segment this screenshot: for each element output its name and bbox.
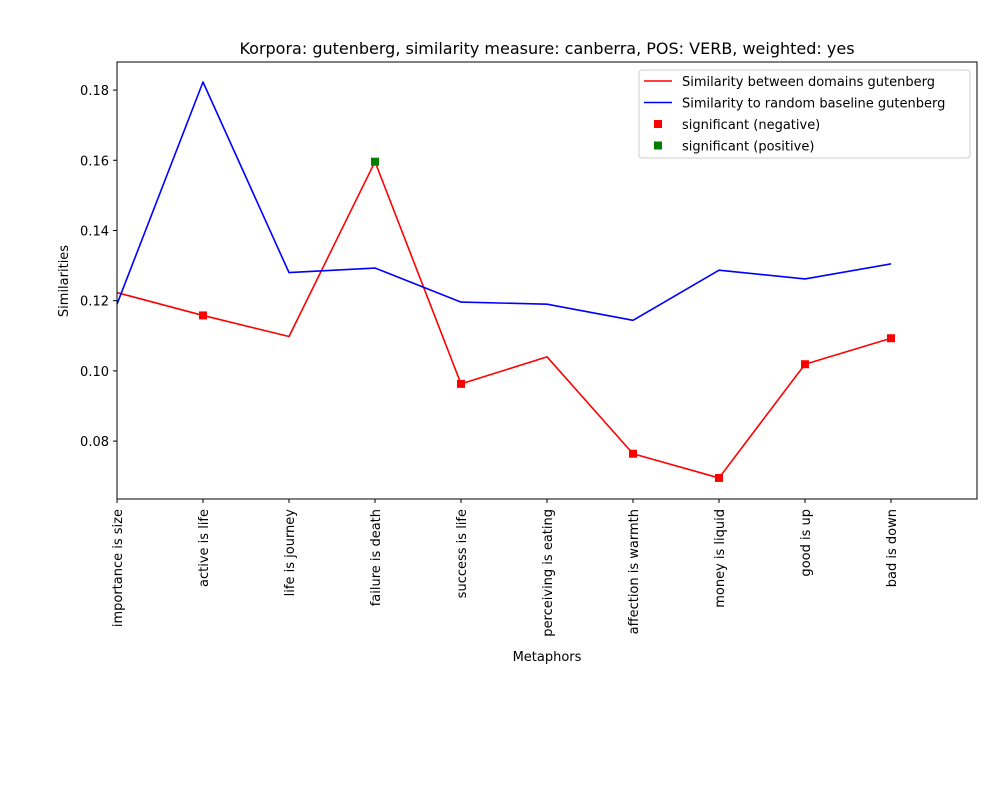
marker-negative-7	[715, 473, 723, 482]
series-line-0	[116, 160, 892, 479]
marker-negative-8	[801, 360, 809, 369]
y-tick-label-3: 0.14	[80, 224, 109, 239]
y-tick-label-5: 0.18	[80, 84, 109, 99]
y-tick-label-4: 0.16	[80, 154, 109, 169]
marker-negative-6	[629, 449, 637, 458]
y-tick-label-2: 0.12	[80, 295, 109, 310]
x-tick-label-3: failure is death	[369, 509, 384, 606]
x-tick-label-8: good is up	[799, 509, 814, 577]
marker-negative-1	[199, 311, 207, 320]
legend-box	[638, 69, 971, 159]
legend-label-series-0: Similarity between domains gutenberg	[682, 75, 935, 90]
x-tick-label-2: life is journey	[283, 509, 298, 597]
legend-label-marker-1: significant (positive)	[682, 140, 814, 155]
x-axis-title: Metaphors	[513, 650, 582, 665]
chart-title: Korpora: gutenberg, similarity measure: …	[239, 39, 854, 58]
legend-label-series-1: Similarity to random baseline gutenberg	[682, 97, 945, 112]
y-tick-label-1: 0.10	[80, 365, 109, 380]
y-tick-label-0: 0.08	[80, 435, 109, 450]
marker-negative-4	[457, 379, 465, 388]
x-tick-label-4: success is life	[455, 509, 470, 598]
legend-swatch-marker-0	[654, 120, 662, 128]
x-tick-label-9: bad is down	[885, 509, 900, 587]
x-tick-label-7: money is liquid	[713, 509, 728, 608]
x-tick-label-1: active is life	[197, 509, 212, 587]
x-tick-label-5: perceiving is eating	[541, 509, 556, 637]
series-line-1	[116, 81, 892, 322]
plot-area: 0.08 0.10 0.12 0.14 0.16 0.18 importance is si…	[80, 61, 978, 637]
marker-positive-3	[371, 157, 379, 166]
legend: Similarity between domains gutenberg Simi…	[638, 69, 971, 159]
legend-swatch-marker-1	[654, 141, 662, 150]
y-axis-title: Similarities	[57, 245, 72, 317]
legend-label-marker-0: significant (negative)	[682, 118, 820, 133]
x-tick-label-6: affection is warmth	[627, 509, 642, 634]
marker-negative-9	[887, 334, 895, 343]
x-tick-label-0: importance is size	[111, 509, 126, 627]
